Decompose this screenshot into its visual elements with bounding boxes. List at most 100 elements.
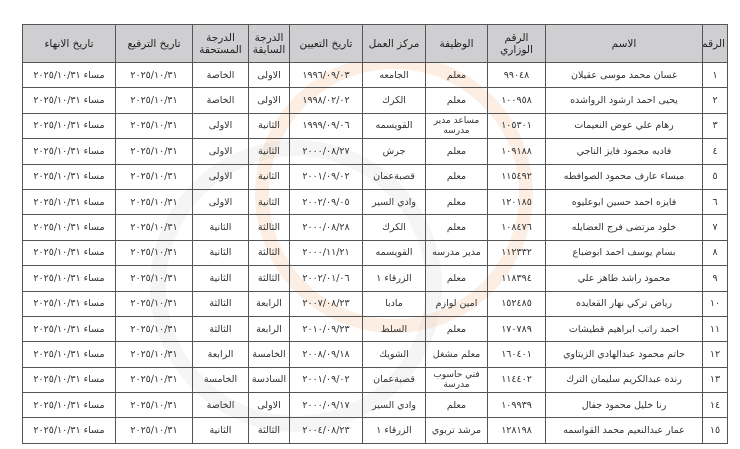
cell-entitled-grade: الثانية (192, 214, 249, 241)
cell-work-center: وادي السير (362, 188, 426, 216)
cell-name: يحيى احمد ارشود الرواشده (545, 87, 703, 114)
cell-job-title: معلم (425, 163, 488, 190)
cell-job-title: معلم (425, 61, 488, 89)
cell-row-number: ٢ (702, 87, 728, 114)
cell-appointment-date: ٢٠١٠/٠٩/٢٣ (289, 315, 363, 343)
table-row: ٧ خلود مرتضى فرج العضايله ١٠٨٤٧٦ معلم الكرك ٢… (22, 214, 728, 241)
cell-ministry-number: ١٥٢٤٨٥ (487, 290, 546, 317)
cell-appointment-date: ٢٠٠١/٠٩/٠٢ (289, 366, 363, 394)
cell-work-center: قصبةعمان (362, 163, 426, 190)
cell-previous-grade: الثالثة (248, 417, 290, 444)
cell-end-date: مساء ٢٠٢٥/١٠/٣١ (22, 315, 116, 343)
cell-promotion-date: ٢٠٢٥/١٠/٣١ (115, 239, 193, 267)
cell-previous-grade: الثانية (248, 163, 290, 190)
cell-work-center: وادي السير (362, 392, 426, 419)
cell-work-center: مادبا (362, 290, 426, 317)
header-promotion-date: تاريخ الترفيع (115, 24, 193, 63)
cell-promotion-date: ٢٠٢٥/١٠/٣١ (115, 163, 193, 190)
cell-row-number: ١٢ (702, 341, 728, 368)
cell-promotion-date: ٢٠٢٥/١٠/٣١ (115, 265, 193, 292)
cell-ministry-number: ١٠٩٩٣٩ (487, 392, 546, 419)
cell-job-title: معلم (425, 214, 488, 241)
cell-entitled-grade: الثانية (192, 239, 249, 267)
cell-name: محمود راشد طاهر علي (545, 265, 703, 292)
cell-appointment-date: ٢٠٠٠/٠٨/٢٧ (289, 138, 363, 165)
cell-promotion-date: ٢٠٢٥/١٠/٣١ (115, 341, 193, 368)
promotion-table-document: الرقم الاسم الرقم الوزاري الوظيفة مركز العمل… (22, 24, 728, 444)
cell-promotion-date: ٢٠٢٥/١٠/٣١ (115, 392, 193, 419)
cell-promotion-date: ٢٠٢٥/١٠/٣١ (115, 87, 193, 114)
cell-ministry-number: ١٠٩١٨٨ (487, 138, 546, 165)
table-row: ١٤ رنا خليل محمود جفال ١٠٩٩٣٩ معلم وادي السي… (22, 392, 728, 419)
cell-end-date: مساء ٢٠٢٥/١٠/٣١ (22, 87, 116, 114)
cell-job-title: امين لوازم (425, 290, 488, 317)
cell-previous-grade: الثانية (248, 188, 290, 216)
cell-appointment-date: ٢٠٠٢/٠١/٠٦ (289, 265, 363, 292)
cell-appointment-date: ١٩٩٦/٠٩/٠٣ (289, 61, 363, 89)
table-row: ٣ رهام علي عوض النعيمات ١٠٥٣٠١ مساعد مدير م… (22, 112, 728, 140)
cell-appointment-date: ٢٠٠٤/٠٨/٢٣ (289, 417, 363, 444)
cell-job-title: معلم (425, 265, 488, 292)
cell-ministry-number: ٩٩٠٤٨ (487, 61, 546, 89)
cell-ministry-number: ١٢٨١٩٨ (487, 417, 546, 444)
cell-job-title: فني حاسوب مدرسة (425, 366, 488, 394)
cell-end-date: مساء ٢٠٢٥/١٠/٣١ (22, 112, 116, 140)
cell-entitled-grade: الاولى (192, 112, 249, 140)
cell-end-date: مساء ٢٠٢٥/١٠/٣١ (22, 290, 116, 317)
cell-job-title: معلم (425, 138, 488, 165)
cell-ministry-number: ١٦٠٤٠١ (487, 341, 546, 368)
cell-entitled-grade: الثانية (192, 265, 249, 292)
cell-end-date: مساء ٢٠٢٥/١٠/٣١ (22, 138, 116, 165)
cell-work-center: السلط (362, 315, 426, 343)
cell-appointment-date: ٢٠٠٠/٠٩/١٧ (289, 392, 363, 419)
cell-appointment-date: ٢٠٠١/٠٩/٠٢ (289, 163, 363, 190)
employee-promotion-table: الرقم الاسم الرقم الوزاري الوظيفة مركز العمل… (22, 24, 728, 444)
cell-name: رهام علي عوض النعيمات (545, 112, 703, 140)
header-job-title: الوظيفة (425, 24, 488, 63)
cell-ministry-number: ١٠٥٣٠١ (487, 112, 546, 140)
cell-ministry-number: ١١٤٤٠٢ (487, 366, 546, 394)
cell-ministry-number: ١٧٠٧٨٩ (487, 315, 546, 343)
cell-name: خلود مرتضى فرج العضايله (545, 214, 703, 241)
cell-end-date: مساء ٢٠٢٥/١٠/٣١ (22, 392, 116, 419)
cell-entitled-grade: الاولى (192, 188, 249, 216)
cell-work-center: القويسمه (362, 112, 426, 140)
cell-ministry-number: ١٠٨٤٧٦ (487, 214, 546, 241)
cell-promotion-date: ٢٠٢٥/١٠/٣١ (115, 61, 193, 89)
cell-appointment-date: ٢٠٠٧/٠٨/٢٣ (289, 290, 363, 317)
cell-job-title: معلم (425, 188, 488, 216)
cell-appointment-date: ٢٠٠٨/٠٩/١٨ (289, 341, 363, 368)
cell-appointment-date: ٢٠٠٠/٠٨/٢٨ (289, 214, 363, 241)
cell-job-title: معلم (425, 392, 488, 419)
cell-previous-grade: الرابعة (248, 315, 290, 343)
cell-work-center: الجامعه (362, 61, 426, 89)
cell-work-center: الشوبك (362, 341, 426, 368)
cell-work-center: جرش (362, 138, 426, 165)
cell-promotion-date: ٢٠٢٥/١٠/٣١ (115, 417, 193, 444)
cell-appointment-date: ١٩٩٩/٠٩/٠٦ (289, 112, 363, 140)
header-appointment-date: تاريخ التعيين (289, 24, 363, 63)
cell-promotion-date: ٢٠٢٥/١٠/٣١ (115, 214, 193, 241)
header-name: الاسم (545, 24, 703, 63)
cell-previous-grade: الثالثة (248, 239, 290, 267)
cell-entitled-grade: الخاصة (192, 61, 249, 89)
cell-job-title: مساعد مدير مدرسه (425, 112, 488, 140)
cell-previous-grade: الاولى (248, 87, 290, 114)
cell-row-number: ٦ (702, 188, 728, 216)
cell-end-date: مساء ٢٠٢٥/١٠/٣١ (22, 188, 116, 216)
cell-entitled-grade: الثالثة (192, 290, 249, 317)
header-work-center: مركز العمل (362, 24, 426, 63)
cell-ministry-number: ١١٢٣٣٢ (487, 239, 546, 267)
cell-promotion-date: ٢٠٢٥/١٠/٣١ (115, 290, 193, 317)
cell-row-number: ٨ (702, 239, 728, 267)
header-entitled-grade: الدرجة المستحقة (192, 24, 249, 63)
cell-entitled-grade: الخاصة (192, 392, 249, 419)
cell-entitled-grade: الخامسة (192, 366, 249, 394)
cell-job-title: معلم مشغل (425, 341, 488, 368)
cell-previous-grade: السادسة (248, 366, 290, 394)
cell-end-date: مساء ٢٠٢٥/١٠/٣١ (22, 163, 116, 190)
cell-ministry-number: ١١٥٤٩٢ (487, 163, 546, 190)
cell-job-title: معلم (425, 87, 488, 114)
cell-previous-grade: الرابعة (248, 290, 290, 317)
